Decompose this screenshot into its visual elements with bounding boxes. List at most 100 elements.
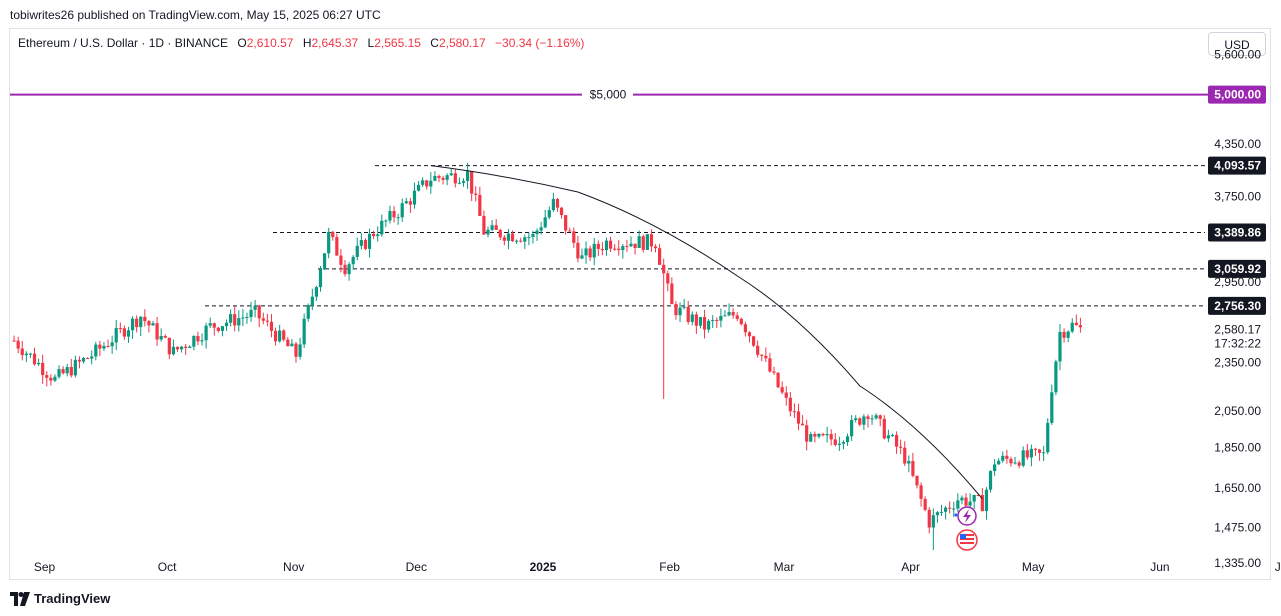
candle-body <box>976 494 980 496</box>
candle-body <box>216 327 220 331</box>
tradingview-brand: TradingView <box>34 591 111 606</box>
candle-body <box>400 203 404 218</box>
price-tick-label: 4,350.00 <box>1214 137 1261 151</box>
candle-body <box>866 416 870 419</box>
candle-body <box>613 248 617 250</box>
candle-body <box>678 307 682 316</box>
change-value: −30.34 (−1.16%) <box>495 36 585 50</box>
candle-body <box>915 475 919 486</box>
lightning-icon[interactable] <box>954 506 977 526</box>
candle-body <box>641 236 645 250</box>
candle-body <box>780 387 784 393</box>
candle-body <box>12 340 16 342</box>
candle-body <box>470 171 474 194</box>
candle-body <box>768 358 772 372</box>
candle-body <box>568 230 572 232</box>
candle-body <box>805 425 809 442</box>
candle-body <box>1021 450 1025 466</box>
candle-body <box>126 330 131 337</box>
candle-body <box>237 318 241 326</box>
candle-body <box>523 237 527 242</box>
candle-body <box>702 317 707 330</box>
candle-body <box>282 330 286 340</box>
candle-body <box>457 182 462 184</box>
candle-body <box>16 340 20 349</box>
candle-body <box>506 233 511 241</box>
candle-body <box>1025 450 1029 458</box>
level-label: 3,059.92 <box>1214 262 1261 276</box>
footer[interactable]: TradingView <box>10 591 110 606</box>
candle-body <box>919 485 923 499</box>
candle-body <box>653 246 658 249</box>
horizontal-levels <box>205 165 1205 307</box>
candle-body <box>192 335 196 347</box>
currency-button[interactable]: USD <box>1208 32 1266 56</box>
us-flag-icon[interactable] <box>956 529 978 551</box>
candle-body <box>617 248 621 251</box>
candle-body <box>90 356 94 359</box>
chart-frame <box>9 28 1271 580</box>
candle-body <box>184 346 188 348</box>
candle-body <box>870 418 874 420</box>
candle-body <box>984 489 989 512</box>
candle-body <box>796 411 801 424</box>
candle-body <box>923 498 927 510</box>
price-tick-label: 2,050.00 <box>1214 404 1261 418</box>
candle-body <box>666 273 670 284</box>
candle-body <box>265 320 269 322</box>
candle-body <box>1017 462 1021 466</box>
time-axis-label: Mar <box>774 560 795 574</box>
candle-body <box>1009 458 1013 464</box>
candle-body <box>494 225 498 230</box>
candle-body <box>596 243 600 249</box>
candle-body <box>241 317 245 319</box>
candle-body <box>204 325 208 341</box>
candle-body <box>956 500 960 509</box>
candle-body <box>715 320 719 322</box>
candle-body <box>756 345 760 355</box>
candle-body <box>964 497 968 506</box>
candle-body <box>608 240 613 249</box>
tradingview-logo-icon <box>10 591 30 606</box>
symbol-legend[interactable]: Ethereum / U.S. Dollar · 1D · BINANCE O2… <box>18 36 584 50</box>
candle-body <box>94 344 98 357</box>
candle-body <box>61 369 65 374</box>
candle-body <box>911 461 915 476</box>
candle-body <box>894 435 899 447</box>
candle-body <box>57 369 61 377</box>
candle-body <box>412 190 417 205</box>
candle-body <box>907 461 911 464</box>
candle-body <box>931 515 935 528</box>
candle-body <box>576 242 580 259</box>
level-label-bg <box>1208 223 1266 242</box>
candle-body <box>1070 322 1074 332</box>
candle-body <box>1058 331 1062 362</box>
candle-body <box>188 346 192 348</box>
time-axis[interactable]: Sep Oct Nov Dec 2025 Feb Mar Apr May Jun Jul <box>34 560 1281 574</box>
candle-body <box>102 346 106 349</box>
candle-body <box>81 358 86 362</box>
candle-body <box>322 253 327 270</box>
candle-body <box>372 233 376 237</box>
time-axis-label: Apr <box>901 560 920 574</box>
candle-body <box>1042 452 1046 454</box>
candle-body <box>858 418 862 425</box>
candle-body <box>935 512 940 516</box>
symbol-name[interactable]: Ethereum / U.S. Dollar · 1D · BINANCE <box>18 36 229 50</box>
candle-body <box>670 283 674 305</box>
candle-body <box>510 233 515 242</box>
candle-body <box>878 415 882 419</box>
candle-body <box>155 323 159 340</box>
candle-body <box>899 446 903 448</box>
high-label: H <box>302 36 312 50</box>
candle-body <box>429 180 433 187</box>
candle-body <box>290 343 294 347</box>
price-axis[interactable]: 5,600.00 4,350.00 3,750.00 2,950.00 2,350.00… <box>1214 47 1261 570</box>
candle-body <box>776 372 780 388</box>
candle-body <box>747 332 752 337</box>
candle-body <box>135 318 139 328</box>
candle-body <box>988 471 993 490</box>
candle-body <box>69 367 73 376</box>
candle-body <box>960 497 964 501</box>
